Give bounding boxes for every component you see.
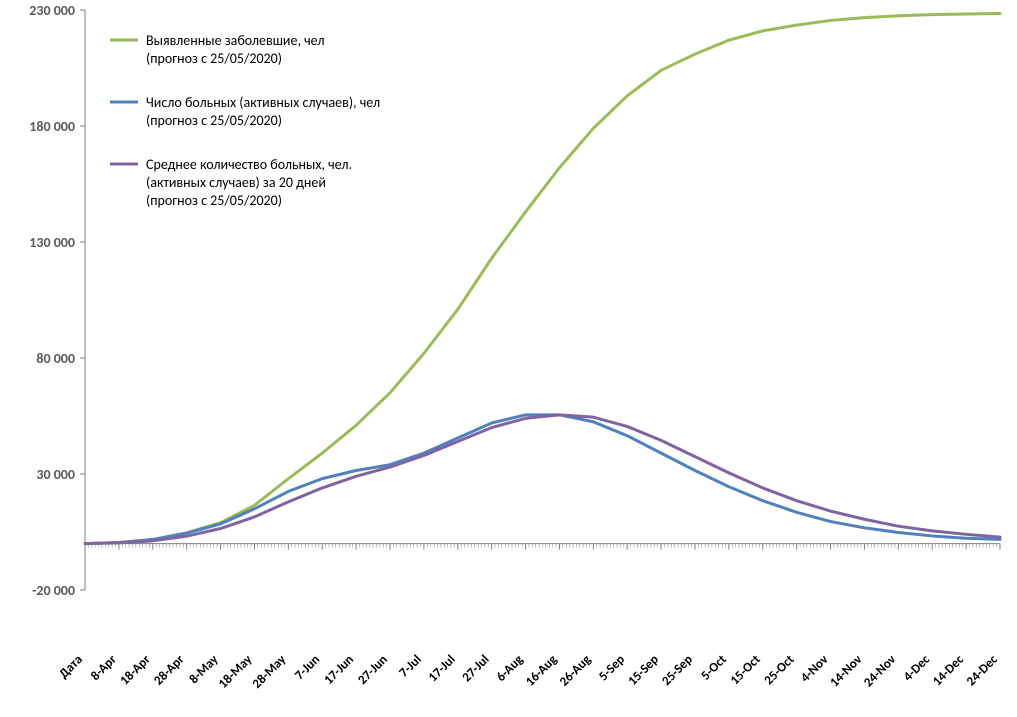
x-tick-label: 5-Oct — [698, 652, 730, 684]
legend-label-avg20: (активных случаев) за 20 дней — [146, 174, 326, 191]
x-tick-label: 15-Sep — [625, 652, 662, 689]
legend-label-confirmed: Выявленные заболевшие, чел — [146, 32, 325, 49]
x-tick-label: 28-Apr — [151, 652, 187, 688]
legend-label-active: (прогноз с 25/05/2020) — [146, 112, 282, 129]
x-tick-label: 25-Sep — [659, 652, 696, 689]
legend-label-avg20: Среднее количество больных, чел. — [146, 156, 352, 173]
x-tick-label: Дата — [56, 652, 85, 681]
chart-svg: -20 000 30 000 80 000 130 000 180 000 230 000… — [0, 0, 1017, 717]
x-tick-label: 24-Dec — [964, 652, 1001, 689]
x-tick-label: 24-Nov — [861, 652, 900, 691]
x-tick-label: 27-Jun — [355, 652, 391, 688]
x-tick-label: 15-Oct — [728, 652, 764, 688]
x-tick-label: 18-Apr — [117, 652, 153, 688]
x-tick-label: 28-May — [250, 652, 290, 692]
y-tick-label: -20 000 — [32, 582, 75, 599]
x-tick-label: 6-Aug — [494, 652, 527, 685]
x-tick-label: 18-May — [216, 652, 256, 692]
y-tick-label: 230 000 — [29, 2, 75, 19]
x-tick-label: 25-Oct — [761, 652, 797, 688]
x-tick-label: 7-Jun — [292, 652, 323, 683]
y-tick-label: 180 000 — [29, 118, 75, 135]
x-tick-label: 17-Jun — [321, 652, 357, 688]
y-tick-label: 80 000 — [36, 350, 75, 367]
legend-label-active: Число больных (активных случаев), чел — [146, 94, 380, 111]
x-tick-label: 14-Dec — [930, 652, 967, 689]
x-tick-label: 14-Nov — [827, 652, 866, 691]
x-tick-label: 8-Apr — [88, 652, 120, 684]
series-active — [85, 415, 1000, 544]
x-tick-label: 17-Jul — [426, 652, 459, 685]
x-tick-label: 7-Jul — [396, 652, 424, 680]
y-tick-label: 30 000 — [36, 466, 75, 483]
x-tick-label: 16-Aug — [523, 652, 561, 690]
x-tick-label: 27-Jul — [460, 652, 493, 685]
x-tick-label: 5-Sep — [596, 652, 628, 684]
x-tick-label: 4-Dec — [901, 652, 934, 685]
y-tick-label: 130 000 — [29, 234, 75, 251]
legend-label-avg20: (прогноз с 25/05/2020) — [146, 192, 282, 209]
legend-label-confirmed: (прогноз с 25/05/2020) — [146, 50, 282, 67]
series-confirmed — [85, 13, 1000, 543]
line-chart: -20 000 30 000 80 000 130 000 180 000 230 000… — [0, 0, 1017, 717]
x-tick-label: 26-Aug — [557, 652, 595, 690]
